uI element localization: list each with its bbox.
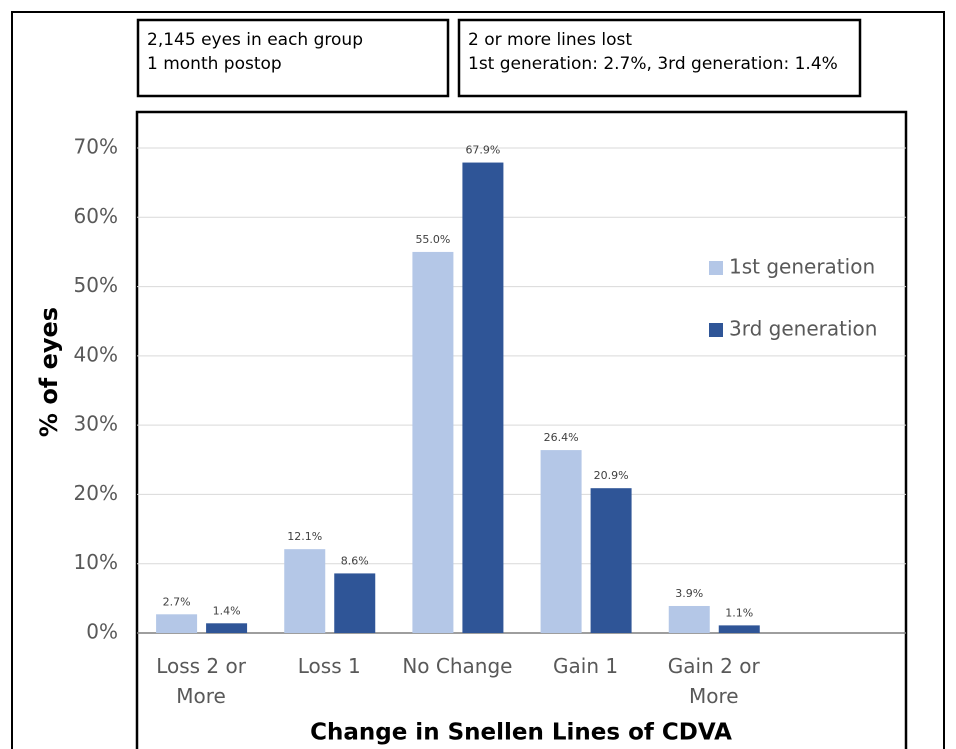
bar [462, 162, 504, 634]
plot-frame [135, 110, 908, 749]
x-axis-title: Change in Snellen Lines of CDVA [310, 720, 732, 746]
value-label: 2.7% [163, 595, 191, 608]
value-label: 1.4% [213, 604, 241, 617]
y-tick-label: 30% [74, 412, 118, 436]
legend-swatch [709, 323, 723, 337]
bar [718, 625, 760, 633]
y-tick-label: 60% [74, 204, 118, 228]
legend-label: 1st generation [729, 255, 875, 279]
x-tick-label: Gain 1 [553, 654, 619, 678]
bar [156, 614, 198, 633]
value-label: 67.9% [465, 144, 500, 157]
y-tick-label: 10% [74, 550, 118, 574]
y-tick-label: 50% [74, 273, 118, 297]
value-label: 3.9% [675, 587, 703, 600]
value-label: 12.1% [287, 530, 322, 543]
bar [206, 623, 248, 633]
legend-swatch [709, 261, 723, 275]
bar [668, 605, 710, 633]
x-tick-label: Loss 2 or More [156, 654, 246, 708]
bar [284, 549, 326, 633]
x-tick-label: Gain 2 or More [667, 654, 760, 708]
x-tick-label: Loss 1 [297, 654, 361, 678]
y-tick-label: 70% [74, 135, 118, 159]
value-label: 8.6% [341, 554, 369, 567]
y-axis-title: % of eyes [35, 307, 63, 437]
annotation-text: 1 month postop [147, 54, 282, 74]
value-label: 20.9% [594, 469, 629, 482]
outer-frame [11, 11, 945, 749]
annotation-text: 2 or more lines lost [468, 30, 632, 50]
annotation-text: 2,145 eyes in each group [147, 30, 363, 50]
value-label: 26.4% [544, 431, 579, 444]
bar [412, 251, 454, 633]
y-tick-label: 20% [74, 481, 118, 505]
annotation-text: 1st generation: 2.7%, 3rd generation: 1.… [468, 54, 838, 74]
bar [590, 488, 632, 633]
x-tick-label: No Change [402, 654, 513, 678]
value-label: 55.0% [415, 233, 450, 246]
annotation-box [136, 18, 450, 98]
y-tick-label: 0% [86, 620, 118, 644]
y-tick-label: 40% [74, 342, 118, 366]
legend-label: 3rd generation [729, 317, 877, 341]
bar [334, 573, 376, 633]
value-label: 1.1% [725, 606, 753, 619]
annotation-box [457, 18, 862, 98]
bar [540, 450, 582, 633]
